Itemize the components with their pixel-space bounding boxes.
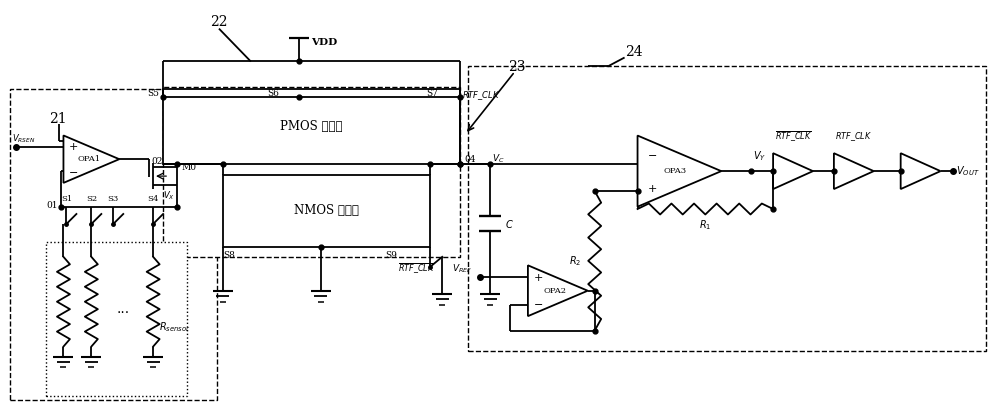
Text: $-$: $-$ bbox=[533, 298, 543, 308]
Text: $RTF\_CLK$: $RTF\_CLK$ bbox=[462, 89, 501, 102]
Polygon shape bbox=[901, 153, 941, 189]
Text: $V_{REF}$: $V_{REF}$ bbox=[452, 262, 472, 275]
Text: +: + bbox=[69, 142, 78, 153]
Text: 02: 02 bbox=[152, 157, 163, 166]
Bar bbox=[468, 67, 986, 351]
Text: 04: 04 bbox=[464, 155, 476, 164]
Text: S1: S1 bbox=[61, 195, 72, 203]
Text: S6: S6 bbox=[267, 89, 279, 98]
Text: $\overline{RTF\_CLK}$: $\overline{RTF\_CLK}$ bbox=[398, 261, 435, 274]
Text: OPA1: OPA1 bbox=[77, 155, 100, 163]
Text: $V_C$: $V_C$ bbox=[492, 153, 505, 166]
Text: $V_{RSEN}$: $V_{RSEN}$ bbox=[12, 133, 35, 145]
Text: $R_{sensor}$: $R_{sensor}$ bbox=[159, 320, 191, 334]
Text: S9: S9 bbox=[385, 251, 397, 260]
Polygon shape bbox=[834, 153, 874, 189]
Text: $-$: $-$ bbox=[68, 166, 78, 176]
Polygon shape bbox=[638, 135, 721, 207]
Text: $C$: $C$ bbox=[505, 218, 514, 230]
Text: NMOS 电流镜: NMOS 电流镜 bbox=[294, 204, 359, 217]
Text: S2: S2 bbox=[86, 195, 97, 203]
Text: PMOS 电流镜: PMOS 电流镜 bbox=[280, 120, 343, 133]
Bar bbox=[223, 175, 430, 247]
Text: M0: M0 bbox=[181, 163, 196, 172]
Polygon shape bbox=[773, 153, 813, 189]
Text: $V_{OUT}$: $V_{OUT}$ bbox=[956, 164, 980, 178]
Text: S4: S4 bbox=[147, 195, 159, 203]
Text: S7: S7 bbox=[426, 89, 438, 98]
Text: $\overline{RTF\_CLK}$: $\overline{RTF\_CLK}$ bbox=[775, 129, 811, 143]
Text: S8: S8 bbox=[223, 251, 235, 260]
Bar bbox=[10, 89, 217, 401]
Polygon shape bbox=[528, 265, 588, 316]
Text: +: + bbox=[534, 273, 543, 283]
Text: $V_Y$: $V_Y$ bbox=[753, 149, 766, 163]
Text: 23: 23 bbox=[508, 60, 525, 75]
Text: $-$: $-$ bbox=[647, 149, 657, 158]
Text: OPA2: OPA2 bbox=[543, 287, 566, 295]
Text: 22: 22 bbox=[210, 15, 228, 28]
Text: 21: 21 bbox=[49, 112, 67, 126]
Bar bbox=[163, 88, 460, 257]
Text: OPA3: OPA3 bbox=[664, 167, 687, 175]
Polygon shape bbox=[63, 135, 119, 183]
Text: $R_1$: $R_1$ bbox=[699, 218, 712, 232]
Text: S5: S5 bbox=[147, 89, 159, 98]
Text: $V_X$: $V_X$ bbox=[163, 189, 175, 202]
Bar bbox=[46, 242, 187, 396]
Text: $RTF\_CLK$: $RTF\_CLK$ bbox=[835, 130, 872, 143]
Text: +: + bbox=[648, 184, 657, 194]
Text: 01: 01 bbox=[46, 201, 57, 210]
Text: 24: 24 bbox=[625, 44, 642, 59]
Text: VDD: VDD bbox=[311, 38, 337, 47]
Text: S3: S3 bbox=[108, 195, 119, 203]
Bar bbox=[163, 89, 460, 164]
Text: $R_2$: $R_2$ bbox=[569, 254, 582, 268]
Text: ...: ... bbox=[117, 302, 130, 316]
